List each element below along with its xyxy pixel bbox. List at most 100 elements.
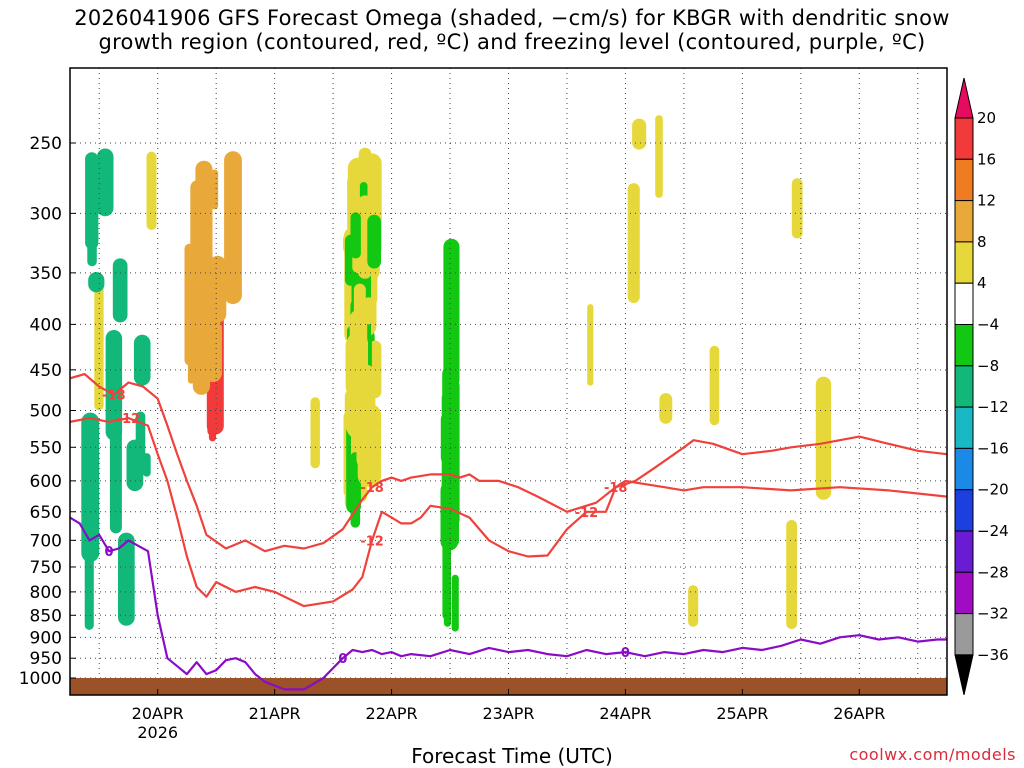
site-credit: coolwx.com/models <box>849 745 1016 764</box>
colorbar: 20 16 12 8 4 −4 −8 −12 −16 −20 −24 −28 −32 −36 <box>954 77 1009 696</box>
colorbar-label: 16 <box>977 150 996 168</box>
contour-label: -18 <box>102 389 126 404</box>
colorbar-label: −12 <box>977 398 1009 416</box>
y-tick-label: 400 <box>30 315 62 335</box>
omega-cell <box>310 397 320 469</box>
y-tick-label: 250 <box>30 134 62 154</box>
omega-cell <box>632 118 647 150</box>
colorbar-label: −28 <box>977 563 1009 581</box>
omega-cell <box>105 330 123 441</box>
omega-cell <box>191 197 199 278</box>
contour-label: 0 <box>104 545 113 560</box>
colorbar-label: −8 <box>977 357 999 375</box>
ground-band <box>70 678 947 695</box>
omega-cell <box>224 151 242 305</box>
omega-cell <box>109 413 122 534</box>
y-tick-label: 900 <box>30 628 62 648</box>
colorbar-swatch <box>954 241 974 284</box>
colorbar-bottom-arrow <box>954 654 974 696</box>
chart-title-line-1: 2026041906 GFS Forecast Omega (shaded, −… <box>74 6 950 30</box>
colorbar-label: −20 <box>977 481 1009 499</box>
omega-cell <box>440 481 459 551</box>
chart-title: 2026041906 GFS Forecast Omega (shaded, −… <box>0 6 1024 54</box>
terrain-band <box>70 678 947 695</box>
colorbar-swatch <box>954 489 974 532</box>
omega-cell <box>88 272 105 293</box>
omega-cell <box>815 376 832 500</box>
colorbar-swatch <box>954 406 974 449</box>
contour-label: -12 <box>360 534 384 549</box>
omega-cell <box>786 520 798 629</box>
omega-cell <box>126 439 144 492</box>
omega-cell <box>688 585 699 627</box>
colorbar-label: 20 <box>977 109 996 127</box>
shaded-region <box>81 148 151 630</box>
y-tick-label: 500 <box>30 402 62 422</box>
shaded-region <box>440 238 460 632</box>
colorbar-swatch <box>954 613 974 656</box>
omega-cell <box>791 178 803 239</box>
x-tick-label: 21APR <box>249 704 301 723</box>
chart-title-line-2: growth region (contoured, red, ºC) and f… <box>98 30 926 54</box>
omega-cell <box>350 212 361 259</box>
omega-cell <box>198 275 212 366</box>
contour-label: -12 <box>117 412 141 427</box>
x-tick-label: 20APR <box>132 704 184 723</box>
y-tick-label: 1000 <box>19 669 62 689</box>
omega-cell <box>187 284 195 384</box>
contour-line <box>70 417 947 608</box>
colorbar-label: −16 <box>977 439 1009 457</box>
colorbar-top-arrow <box>954 77 974 119</box>
contour-label: -12 <box>575 506 599 521</box>
omega-cell <box>451 574 459 632</box>
pressure-axis: 2503003504004505005506006507007508008509… <box>19 134 76 689</box>
contour-label: -18 <box>360 481 384 496</box>
omega-shading-layer <box>81 115 832 632</box>
omega-cell <box>211 169 219 210</box>
contour-label: 0 <box>338 652 347 667</box>
x-tick-label: 26APR <box>833 704 885 723</box>
x-tick-label: 25APR <box>716 704 768 723</box>
colorbar-swatch <box>954 530 974 573</box>
omega-cell <box>81 412 100 563</box>
contour-label: 0 <box>621 646 630 661</box>
omega-cell <box>356 364 376 470</box>
y-tick-label: 350 <box>30 264 62 284</box>
omega-cell <box>118 532 135 626</box>
x-tick-label: 22APR <box>366 704 418 723</box>
shaded-region <box>184 151 242 395</box>
x-tick-label: 24APR <box>599 704 651 723</box>
y-tick-label: 800 <box>30 583 62 603</box>
colorbar-swatch <box>954 447 974 491</box>
contour-line <box>70 516 947 691</box>
colorbar-swatch <box>954 158 974 202</box>
omega-cell <box>443 238 460 388</box>
colorbar-label: 4 <box>977 274 987 292</box>
omega-cell <box>96 148 114 217</box>
y-tick-label: 750 <box>30 558 62 578</box>
colorbar-label: −32 <box>977 605 1009 623</box>
shaded-region <box>343 147 382 528</box>
contour-line <box>70 373 947 553</box>
omega-cell <box>627 183 640 303</box>
y-tick-label: 650 <box>30 503 62 523</box>
colorbar-label: −4 <box>977 316 999 334</box>
omega-cell <box>209 255 227 323</box>
y-tick-label: 950 <box>30 649 62 669</box>
omega-cell <box>659 393 673 424</box>
omega-cell <box>367 214 381 269</box>
y-tick-label: 700 <box>30 531 62 551</box>
y-tick-label: 300 <box>30 204 62 224</box>
omega-cell <box>87 224 97 267</box>
omega-cell <box>655 115 663 198</box>
colorbar-swatch <box>954 571 974 615</box>
omega-cell <box>146 151 157 230</box>
x-axis-label: Forecast Time (UTC) <box>411 744 613 768</box>
y-tick-label: 550 <box>30 438 62 458</box>
omega-cell <box>587 304 594 386</box>
y-tick-label: 600 <box>30 472 62 492</box>
colorbar-label: −24 <box>977 522 1009 540</box>
